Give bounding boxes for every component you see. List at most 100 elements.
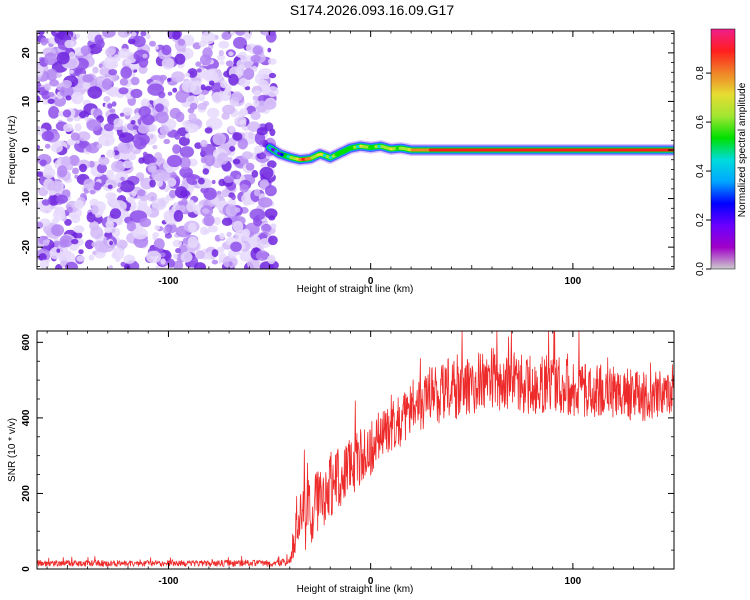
noise-speckle: [56, 72, 62, 78]
noise-speckle: [82, 81, 91, 89]
noise-speckle: [174, 53, 186, 65]
noise-speckle: [223, 175, 235, 183]
noise-speckle: [229, 145, 236, 152]
noise-speckle: [48, 92, 55, 97]
noise-speckle: [96, 39, 105, 49]
noise-speckle: [152, 232, 160, 238]
noise-speckle: [146, 250, 162, 264]
noise-speckle: [124, 58, 132, 66]
noise-speckle: [55, 194, 68, 204]
noise-speckle: [108, 87, 119, 98]
noise-speckle: [243, 61, 253, 69]
noise-speckle: [175, 111, 185, 123]
noise-speckle: [207, 225, 218, 233]
noise-speckle: [48, 106, 60, 119]
noise-speckle: [78, 249, 84, 255]
noise-speckle: [160, 258, 166, 265]
noise-speckle: [96, 163, 107, 174]
spectrogram-y-label: Frequency (Hz): [7, 116, 18, 185]
noise-speckle: [177, 200, 184, 206]
noise-speckle: [75, 139, 80, 144]
noise-speckle: [218, 40, 230, 49]
noise-speckle: [118, 87, 129, 95]
noise-speckle: [260, 162, 267, 168]
noise-speckle: [39, 259, 50, 269]
noise-speckle: [255, 250, 269, 261]
noise-speckle: [73, 225, 85, 234]
y-tick-label: 400: [21, 409, 32, 426]
noise-speckle: [39, 159, 47, 167]
noise-speckle: [117, 182, 122, 188]
noise-speckle: [44, 52, 57, 65]
noise-speckle: [37, 144, 41, 150]
noise-speckle: [94, 240, 105, 253]
noise-speckle: [66, 117, 74, 122]
x-tick-label: -100: [158, 276, 178, 287]
noise-speckle: [101, 78, 113, 90]
noise-speckle: [268, 215, 276, 221]
noise-speckle: [180, 251, 193, 263]
noise-speckle: [83, 178, 95, 190]
noise-speckle: [187, 107, 195, 114]
noise-speckle: [48, 194, 59, 206]
noise-speckle: [103, 236, 107, 241]
noise-speckle: [41, 130, 55, 142]
spectrogram-x-ticks: -100 0 100: [46, 31, 675, 287]
noise-speckle: [107, 184, 113, 190]
noise-speckle: [232, 158, 241, 165]
noise-speckle: [130, 76, 140, 86]
noise-speckle: [109, 208, 122, 219]
noise-speckle: [102, 31, 116, 38]
noise-speckle: [64, 39, 75, 49]
noise-speckle: [86, 212, 96, 223]
noise-speckle: [227, 249, 237, 259]
noise-speckle: [61, 80, 72, 88]
noise-speckle: [107, 45, 117, 56]
noise-speckle: [256, 127, 268, 136]
noise-speckle: [99, 67, 111, 77]
noise-speckle: [264, 208, 278, 219]
noise-speckle: [63, 250, 70, 258]
x-tick-label: 100: [565, 576, 582, 587]
noise-speckle: [141, 102, 147, 107]
noise-speckle: [196, 68, 202, 73]
noise-speckle: [227, 156, 233, 163]
noise-speckle: [258, 197, 273, 208]
noise-speckle: [104, 55, 116, 69]
noise-speckle: [131, 72, 136, 78]
colorbar-tick-label: 0.4: [695, 164, 706, 178]
spectrogram-plot-area: [37, 31, 674, 269]
noise-speckle: [218, 259, 223, 264]
noise-speckle: [88, 160, 95, 168]
noise-speckle: [148, 124, 157, 132]
noise-speckle: [77, 131, 91, 142]
noise-speckle: [44, 143, 51, 149]
noise-speckle: [159, 124, 169, 136]
noise-speckle: [50, 143, 63, 153]
noise-speckle: [111, 160, 126, 173]
noise-speckle: [232, 220, 244, 233]
noise-speckle: [186, 200, 196, 213]
noise-speckle: [195, 61, 202, 67]
noise-speckle: [250, 54, 261, 63]
y-tick-label: 600: [21, 334, 32, 351]
noise-speckle: [92, 250, 97, 256]
noise-speckle: [40, 202, 53, 214]
noise-speckle: [66, 206, 73, 213]
noise-speckle: [154, 45, 159, 50]
noise-speckle: [217, 246, 225, 253]
noise-speckle: [69, 69, 74, 74]
noise-speckle: [154, 225, 161, 231]
noise-speckle: [178, 136, 190, 147]
noise-speckle: [44, 164, 52, 171]
noise-speckle: [219, 60, 225, 65]
noise-speckle: [239, 119, 247, 128]
noise-speckle: [92, 66, 99, 74]
noise-speckle: [166, 154, 183, 168]
noise-speckle: [247, 121, 261, 132]
noise-speckle: [37, 221, 44, 229]
noise-speckle: [179, 189, 191, 198]
noise-speckle: [53, 95, 67, 107]
